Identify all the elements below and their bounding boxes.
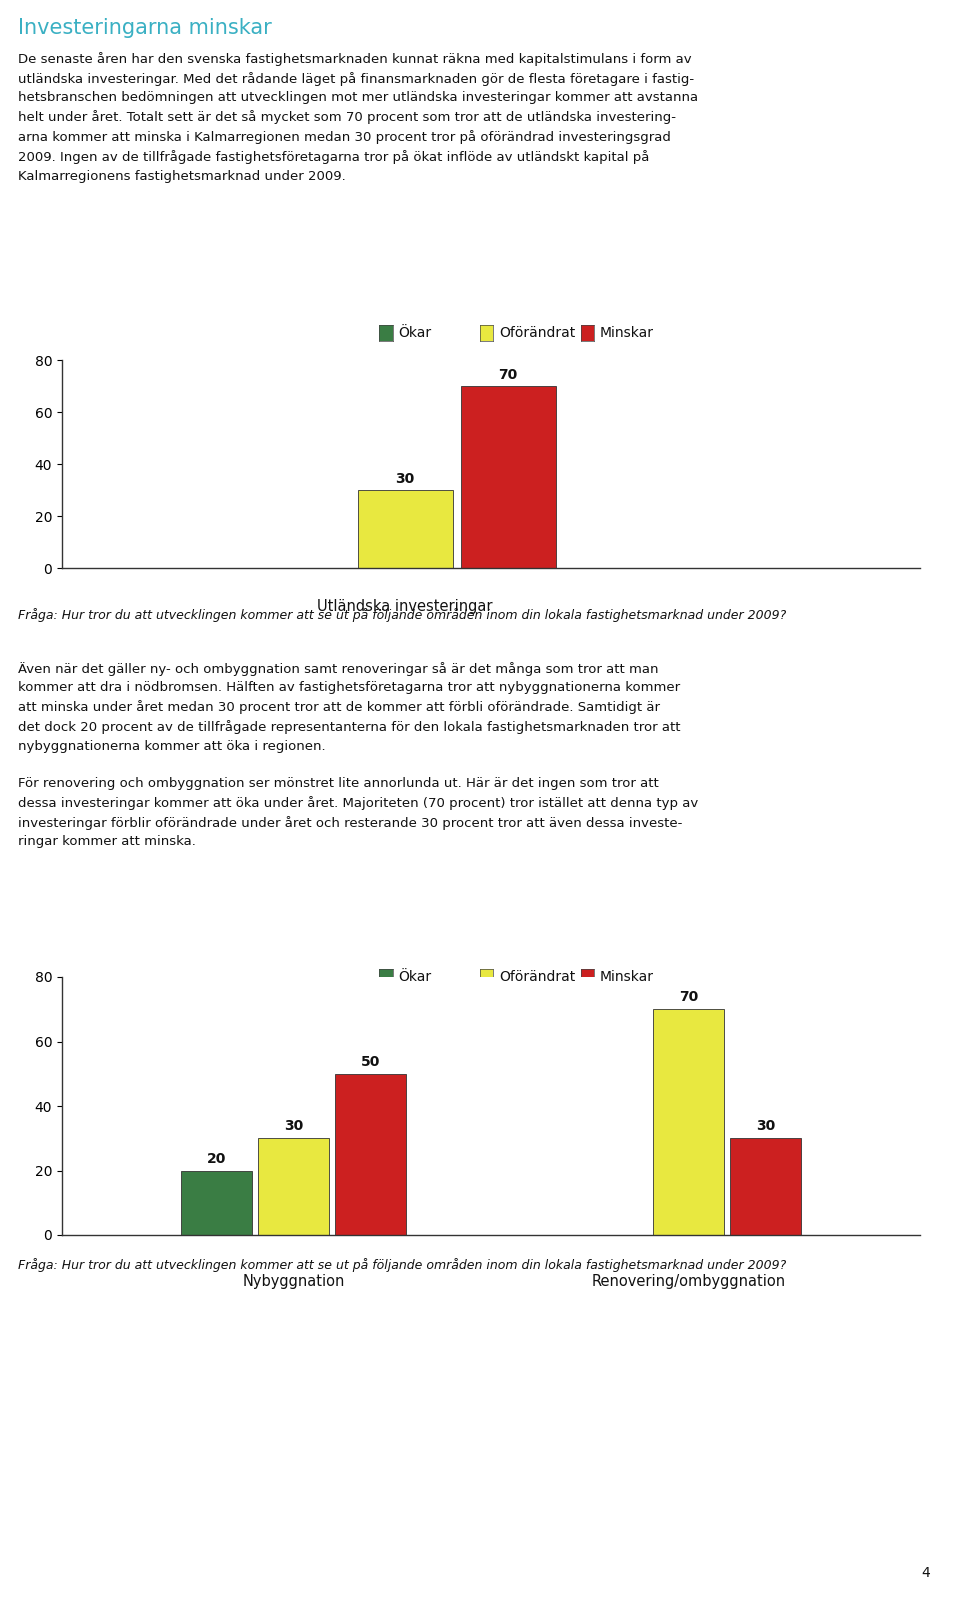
Text: 70: 70 [498,367,517,382]
Text: 70: 70 [679,990,698,1004]
Text: 4: 4 [922,1566,930,1580]
Text: 50: 50 [361,1055,380,1068]
Text: Minskar: Minskar [600,970,654,983]
Bar [258,1139,329,1235]
Bar [653,1009,724,1235]
Text: Renovering/ombyggnation: Renovering/ombyggnation [591,1274,785,1288]
Text: Oförändrat: Oförändrat [499,326,575,340]
Text: Utländska investeringar: Utländska investeringar [318,600,492,614]
Bar [461,387,556,568]
Bar [730,1139,801,1235]
Bar [180,1171,252,1235]
Text: Oförändrat: Oförändrat [499,970,575,983]
Text: Ökar: Ökar [398,970,432,983]
Text: Även när det gäller ny- och ombyggnation samt renoveringar så är det många som t: Även när det gäller ny- och ombyggnation… [18,662,698,849]
Bar [335,1073,406,1235]
Text: Nybyggnation: Nybyggnation [243,1274,345,1288]
Text: Minskar: Minskar [600,326,654,340]
Text: Investeringarna minskar: Investeringarna minskar [18,18,272,38]
Text: 30: 30 [284,1120,303,1134]
Text: Ökar: Ökar [398,326,432,340]
Text: 20: 20 [206,1152,227,1166]
Text: Fråga: Hur tror du att utvecklingen kommer att se ut på följande områden inom di: Fråga: Hur tror du att utvecklingen komm… [18,608,786,622]
Text: 30: 30 [756,1120,775,1134]
Text: Fråga: Hur tror du att utvecklingen kommer att se ut på följande områden inom di: Fråga: Hur tror du att utvecklingen komm… [18,1258,786,1272]
Text: 30: 30 [396,472,415,486]
Text: De senaste åren har den svenska fastighetsmarknaden kunnat räkna med kapitalstim: De senaste åren har den svenska fastighe… [18,51,698,183]
Bar [358,489,452,568]
